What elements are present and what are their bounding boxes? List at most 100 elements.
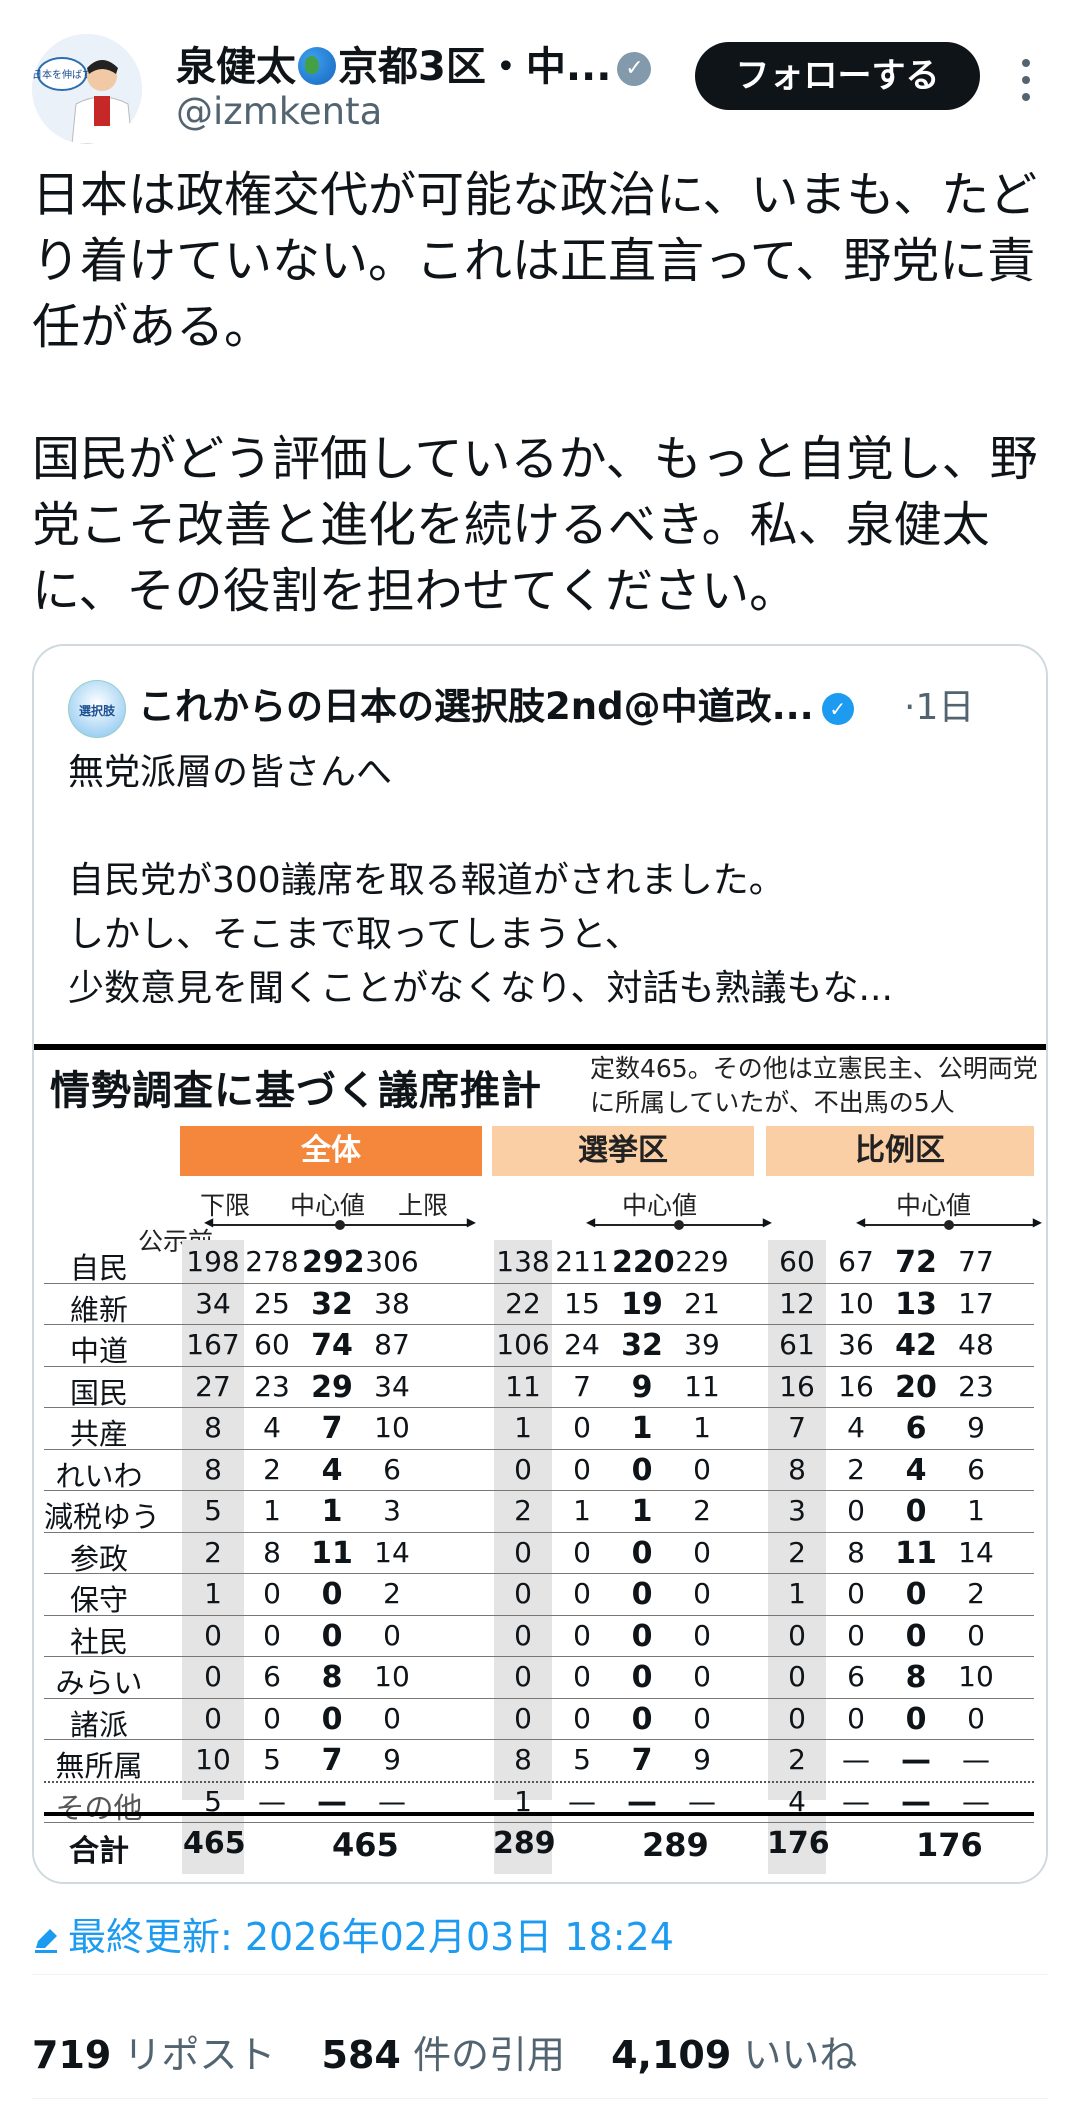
party-label: 国民 bbox=[69, 1375, 128, 1410]
table-cell: 0 bbox=[631, 1452, 653, 1488]
table-cell: 0 bbox=[514, 1701, 532, 1735]
table-cell: 0 bbox=[847, 1701, 865, 1735]
repost-stat[interactable]: 719 リポスト bbox=[32, 2033, 309, 2077]
table-cell: 7 bbox=[573, 1369, 591, 1403]
total-cell: 465 bbox=[183, 1826, 246, 1861]
table-cell: 7 bbox=[321, 1743, 343, 1778]
party-label: 自民 bbox=[69, 1251, 128, 1285]
author-name[interactable]: 泉健太 京都3区・中... ✓ bbox=[176, 34, 652, 92]
table-cell: 10 bbox=[958, 1660, 994, 1693]
table-cell: 1 bbox=[204, 1577, 222, 1610]
table-cell: 39 bbox=[684, 1328, 720, 1361]
author-handle[interactable]: @izmkenta bbox=[176, 90, 383, 133]
table-cell: 306 bbox=[365, 1245, 419, 1278]
table-cell: 32 bbox=[311, 1286, 353, 1322]
follow-button[interactable]: フォローする bbox=[695, 42, 980, 110]
pencil-icon bbox=[35, 1929, 57, 1953]
table-cell: 5 bbox=[263, 1743, 281, 1776]
table-cell: 0 bbox=[321, 1618, 343, 1654]
more-options-icon[interactable] bbox=[1014, 54, 1038, 114]
last-updated-text: 最終更新: 2026年02月03日 18:24 bbox=[68, 1915, 674, 1959]
table-cell: 0 bbox=[321, 1701, 343, 1737]
table-title: 情勢調査に基づく議席推計 bbox=[50, 1069, 542, 1113]
table-body: 自民 198 278 292 306 138 211 220 229 60 67 72 77 維新 34 25… bbox=[34, 1044, 1046, 1882]
table-cell: 13 bbox=[895, 1286, 937, 1322]
table-cell: 1 bbox=[788, 1577, 806, 1610]
seat-estimate-table[interactable]: 情勢調査に基づく議席推計 定数465。その他は立憲民主、公明両党に所属していたが… bbox=[34, 1044, 1046, 1882]
table-cell: 34 bbox=[374, 1369, 410, 1403]
last-updated[interactable]: 最終更新: 2026年02月03日 18:24 bbox=[32, 1906, 674, 1961]
table-cell: 8 bbox=[263, 1535, 281, 1569]
table-cell: 11 bbox=[505, 1369, 541, 1403]
table-cell: 9 bbox=[383, 1743, 401, 1776]
table-cell: 61 bbox=[779, 1328, 815, 1361]
table-cell: 1 bbox=[693, 1411, 711, 1444]
table-cell: 11 bbox=[311, 1535, 353, 1571]
table-note: 定数465。その他は立憲民主、公明両党に所属していたが、不出馬の5人 bbox=[590, 1054, 1038, 1117]
author-avatar[interactable]: 日本を伸ばす bbox=[32, 34, 142, 144]
table-cell: 19 bbox=[621, 1286, 663, 1322]
table-cell: 1 bbox=[631, 1494, 653, 1529]
row-divider bbox=[44, 1573, 1034, 1574]
table-cell: 0 bbox=[573, 1701, 591, 1735]
party-label: 保守 bbox=[69, 1583, 128, 1617]
table-cell: 1 bbox=[514, 1411, 532, 1444]
table-cell: 0 bbox=[693, 1535, 711, 1569]
table-cell: 0 bbox=[847, 1577, 865, 1610]
like-stat[interactable]: 4,109 いいね bbox=[611, 2033, 891, 2077]
quoted-timestamp[interactable]: ·1日 bbox=[904, 687, 975, 728]
table-cell: 0 bbox=[383, 1701, 401, 1735]
row-divider bbox=[44, 1780, 1034, 1784]
table-cell: 4 bbox=[788, 1784, 806, 1818]
table-cell: 6 bbox=[967, 1452, 985, 1486]
party-label: 維新 bbox=[69, 1292, 128, 1327]
table-cell: 5 bbox=[573, 1743, 591, 1776]
subheader-mid-pr: 中心値 bbox=[896, 1191, 972, 1220]
table-cell: 2 bbox=[204, 1535, 222, 1569]
table-cell: 8 bbox=[204, 1411, 222, 1444]
table-cell: 11 bbox=[684, 1369, 720, 1403]
party-label: その他 bbox=[55, 1790, 143, 1825]
quoted-tweet-card[interactable]: 選択肢 これからの日本の選択肢2nd@中道改... ✓ ·1日 無党派層の皆さんへ… bbox=[32, 644, 1048, 1884]
table-cell: 0 bbox=[573, 1618, 591, 1652]
quoted-author-name[interactable]: これからの日本の選択肢2nd@中道改... ✓ bbox=[138, 676, 854, 730]
table-cell: 0 bbox=[631, 1660, 653, 1695]
table-cell: 0 bbox=[321, 1577, 343, 1612]
row-divider bbox=[44, 1614, 1034, 1616]
table-cell: 1 bbox=[967, 1494, 985, 1527]
globe-icon bbox=[298, 47, 336, 85]
avatar-logo-text: 日本を伸ばす bbox=[32, 68, 92, 81]
table-cell: 2 bbox=[693, 1494, 711, 1527]
quoted-author-avatar[interactable]: 選択肢 bbox=[68, 680, 126, 738]
table-cell: 17 bbox=[958, 1286, 994, 1320]
author-name-suffix: 京都3区・中... bbox=[338, 44, 612, 90]
total-label: 合計 bbox=[69, 1834, 129, 1869]
table-cell: 8 bbox=[204, 1452, 222, 1486]
table-cell: 0 bbox=[573, 1577, 591, 1610]
table-cell: 32 bbox=[621, 1328, 663, 1363]
table-cell: 11 bbox=[895, 1535, 937, 1571]
table-cell: 0 bbox=[693, 1618, 711, 1652]
table-cell: 9 bbox=[631, 1369, 653, 1405]
group-header-pr: 比例区 bbox=[766, 1126, 1034, 1176]
quote-stat[interactable]: 584 件の引用 bbox=[322, 2033, 599, 2077]
table-cell: 292 bbox=[302, 1245, 365, 1280]
subheader-high: 上限 bbox=[398, 1191, 449, 1220]
table-cell: 77 bbox=[958, 1245, 994, 1278]
table-cell: 0 bbox=[573, 1452, 591, 1486]
table-cell: 34 bbox=[195, 1286, 231, 1320]
table-cell: 1 bbox=[631, 1411, 653, 1446]
table-cell: 14 bbox=[958, 1535, 994, 1569]
table-cell: 6 bbox=[905, 1411, 927, 1446]
table-cell: 0 bbox=[204, 1618, 222, 1652]
table-cell: 0 bbox=[905, 1494, 927, 1529]
table-cell: 198 bbox=[186, 1245, 240, 1278]
table-cell: 0 bbox=[383, 1618, 401, 1652]
table-cell: 0 bbox=[693, 1452, 711, 1486]
table-cell: 25 bbox=[254, 1286, 290, 1320]
table-cell: 42 bbox=[895, 1328, 937, 1363]
table-cell: 9 bbox=[967, 1411, 985, 1444]
table-cell: 106 bbox=[496, 1328, 550, 1361]
avatar-image: 日本を伸ばす bbox=[32, 34, 142, 144]
table-cell: 1 bbox=[321, 1494, 343, 1529]
